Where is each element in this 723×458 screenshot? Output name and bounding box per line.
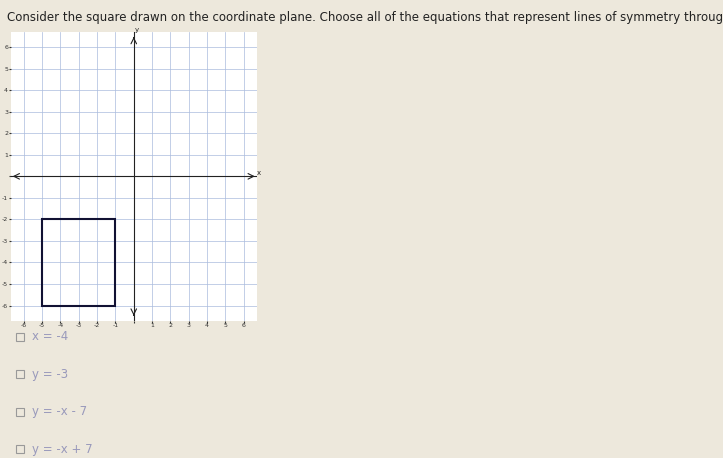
Text: Consider the square drawn on the coordinate plane. Choose all of the equations t: Consider the square drawn on the coordin…: [7, 11, 723, 24]
Text: y = -3: y = -3: [32, 368, 68, 381]
Text: y = -x + 7: y = -x + 7: [32, 443, 93, 456]
Text: x: x: [257, 170, 260, 176]
Bar: [42, 219, 116, 305]
Text: y = -x - 7: y = -x - 7: [32, 405, 87, 418]
Text: x = -4: x = -4: [32, 330, 68, 343]
Text: y: y: [134, 27, 139, 33]
